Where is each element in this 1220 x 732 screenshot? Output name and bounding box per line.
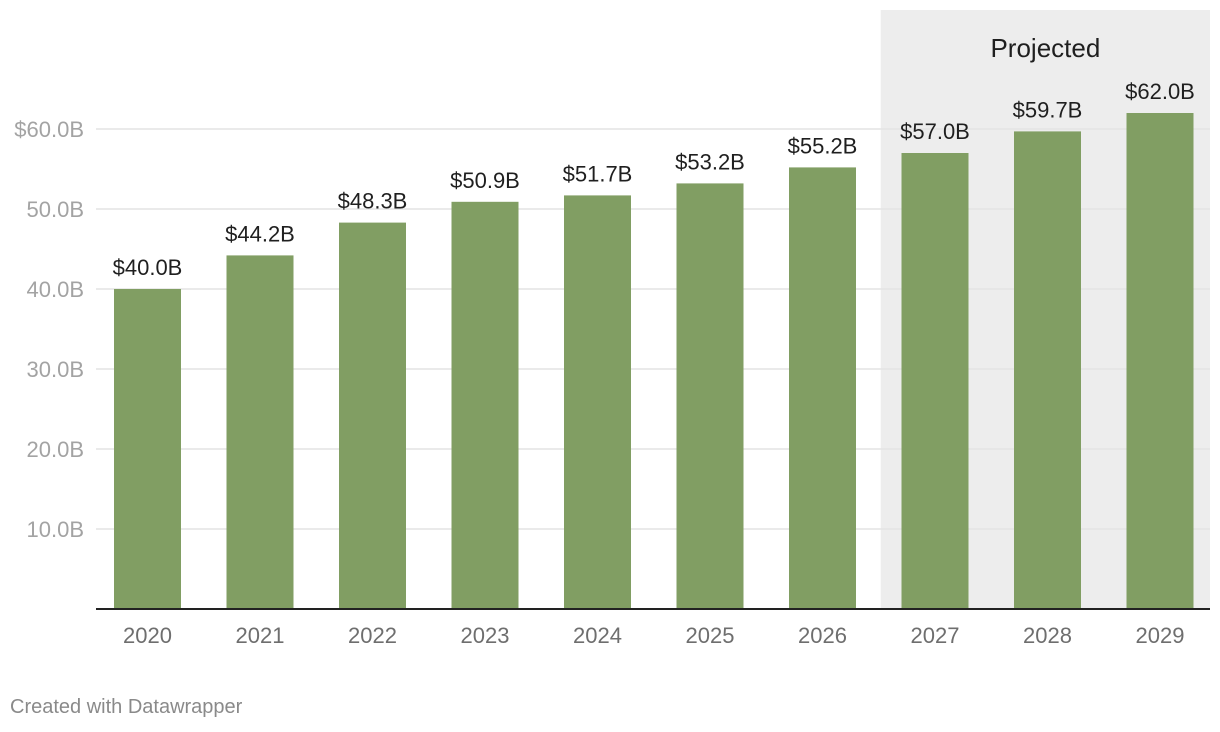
bar xyxy=(901,153,969,609)
bar-value-label: $59.7B xyxy=(1013,97,1083,122)
y-tick-label: $60.0B xyxy=(14,117,84,142)
x-tick-label: 2029 xyxy=(1136,623,1185,648)
bar xyxy=(114,289,181,609)
bar-value-label: $50.9B xyxy=(450,168,520,193)
x-tick-label: 2020 xyxy=(123,623,172,648)
bar xyxy=(339,222,406,609)
bar-value-label: $62.0B xyxy=(1125,79,1195,104)
x-tick-label: 2028 xyxy=(1023,623,1072,648)
bar xyxy=(564,195,631,609)
x-tick-label: 2023 xyxy=(461,623,510,648)
bar xyxy=(676,183,744,609)
x-tick-label: 2025 xyxy=(686,623,735,648)
y-tick-label: 10.0B xyxy=(27,517,85,542)
bar xyxy=(789,167,856,609)
projected-region-label: Projected xyxy=(990,33,1100,63)
x-tick-label: 2027 xyxy=(911,623,960,648)
bar-value-label: $40.0B xyxy=(113,255,183,280)
bar-chart: Projected 10.0B 20.0B 30.0B 40.0B 50.0B $60.0B… xyxy=(14,10,1210,648)
y-tick-label: 50.0B xyxy=(27,197,85,222)
bar xyxy=(226,255,294,609)
x-tick-label: 2026 xyxy=(798,623,847,648)
bar xyxy=(1126,113,1194,609)
y-tick-label: 30.0B xyxy=(27,357,85,382)
bar xyxy=(451,201,519,610)
x-tick-label: 2022 xyxy=(348,623,397,648)
x-tick-label: 2024 xyxy=(573,623,622,648)
bar-value-label: $55.2B xyxy=(788,133,858,158)
bar-value-label: $48.3B xyxy=(338,189,408,214)
credit-text: Created with Datawrapper xyxy=(10,696,243,718)
y-tick-label: 20.0B xyxy=(27,437,85,462)
y-tick-label: 40.0B xyxy=(27,277,85,302)
bar-value-label: $57.0B xyxy=(900,119,970,144)
bar-value-label: $53.2B xyxy=(675,149,745,174)
x-tick-label: 2021 xyxy=(236,623,285,648)
bar xyxy=(1014,131,1081,609)
bar-value-label: $44.2B xyxy=(225,221,295,246)
bar-value-label: $51.7B xyxy=(563,161,633,186)
